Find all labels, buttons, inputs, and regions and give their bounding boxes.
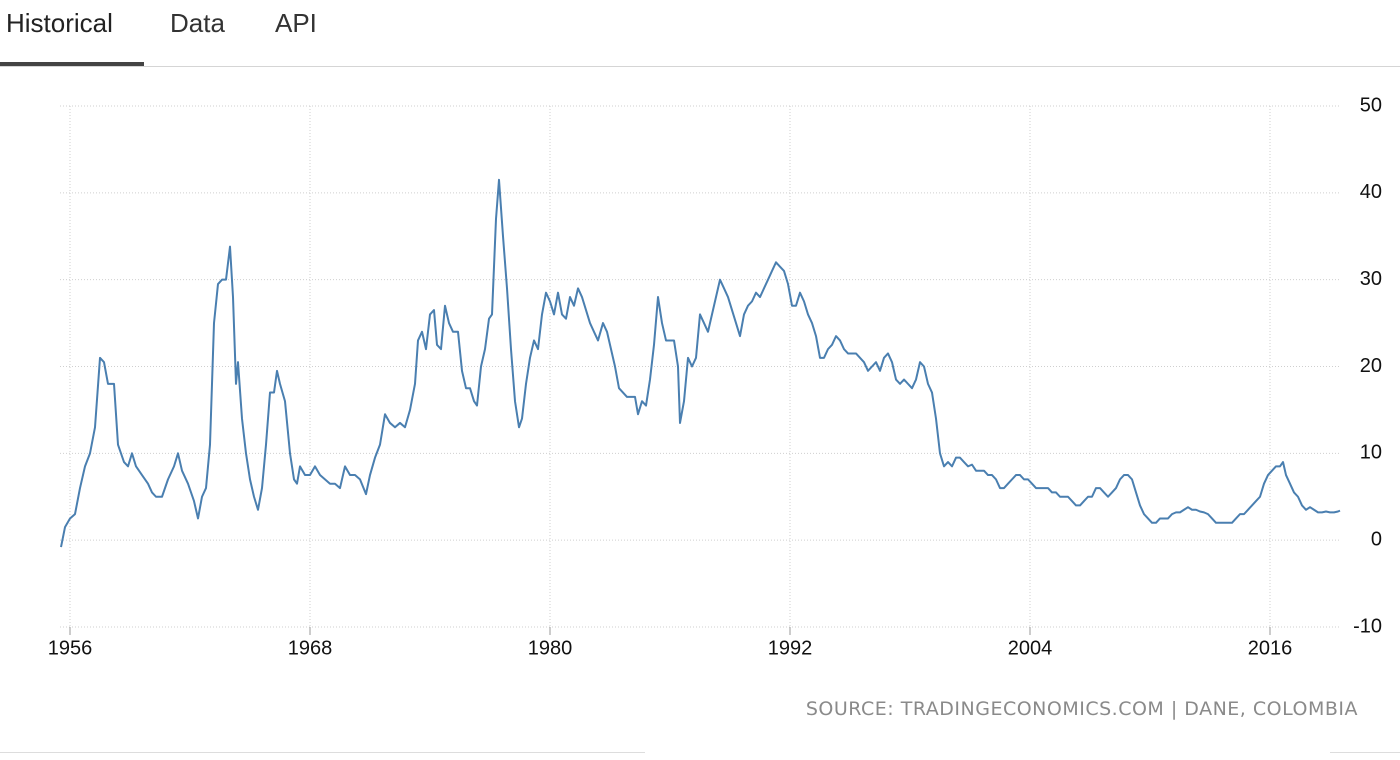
source-note: SOURCE: TRADINGECONOMICS.COM | DANE, COL…: [805, 698, 1358, 720]
x-tick-label: 2016: [1248, 637, 1293, 659]
y-tick-label: -10: [1353, 615, 1382, 637]
y-tick-label: 10: [1360, 442, 1382, 464]
y-tick-label: 30: [1360, 268, 1382, 290]
x-tick-label: 1980: [528, 637, 573, 659]
table-edge: [0, 752, 645, 753]
y-tick-label: 40: [1360, 181, 1382, 203]
active-tab-indicator: [0, 62, 144, 66]
table-edge: [1330, 752, 1400, 753]
y-tick-label: 50: [1360, 94, 1382, 116]
tab[interactable]: Data: [170, 8, 225, 38]
y-tick-label: 0: [1371, 528, 1382, 550]
x-tick-label: 1956: [48, 637, 93, 659]
x-tick-label: 2004: [1008, 637, 1053, 659]
x-tick-label: 1992: [768, 637, 813, 659]
tab[interactable]: API: [275, 8, 317, 38]
y-tick-label: 20: [1360, 355, 1382, 377]
tab[interactable]: Historical: [6, 8, 113, 38]
x-tick-label: 1968: [288, 637, 333, 659]
tab-bar: Historical Data API: [0, 0, 1400, 67]
data-line: [60, 178, 1341, 548]
